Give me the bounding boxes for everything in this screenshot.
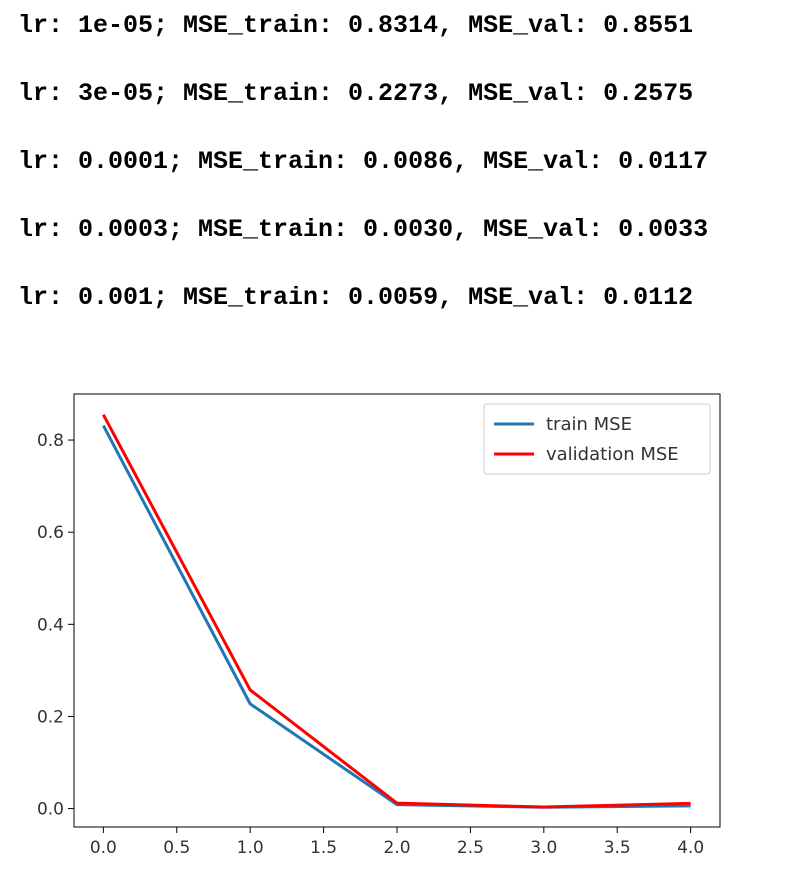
y-tick-label: 0.6 [37,523,64,543]
x-tick-label: 1.0 [237,838,264,858]
legend-box [483,403,711,475]
y-tick-label: 0.8 [37,431,64,451]
mse-line-chart: 0.0 0.5 1.0 1.5 2.0 2.5 3.0 3.5 4.0 0.0 0.2 0.4 0.6 0… [37,393,721,858]
x-tick-label: 1.5 [310,838,337,858]
x-tick-label: 3.5 [604,838,631,858]
training-log: lr: 1e-05; MSE_train: 0.8314, MSE_val: 0… [18,10,708,350]
x-tick-label: 2.0 [383,838,410,858]
log-line: lr: 0.001; MSE_train: 0.0059, MSE_val: 0… [18,283,694,312]
series-line-validation-mse [102,413,691,809]
x-tick-label: 0.5 [163,838,190,858]
x-tick-label: 2.5 [457,838,484,858]
y-tick-label: 0.0 [37,800,64,820]
log-line: lr: 3e-05; MSE_train: 0.2273, MSE_val: 0… [18,79,694,108]
x-tick-label: 0.0 [90,838,117,858]
legend-label: validation MSE [546,444,679,465]
y-tick-label: 0.4 [37,615,64,635]
legend-label: train MSE [546,414,632,435]
series-line-train-mse [102,424,691,809]
log-line: lr: 0.0003; MSE_train: 0.0030, MSE_val: … [18,215,709,244]
log-line: lr: 0.0001; MSE_train: 0.0086, MSE_val: … [18,147,709,176]
log-line: lr: 1e-05; MSE_train: 0.8314, MSE_val: 0… [18,11,694,40]
x-tick-label: 3.0 [530,838,557,858]
x-tick-label: 4.0 [677,838,704,858]
y-tick-label: 0.2 [37,707,64,727]
